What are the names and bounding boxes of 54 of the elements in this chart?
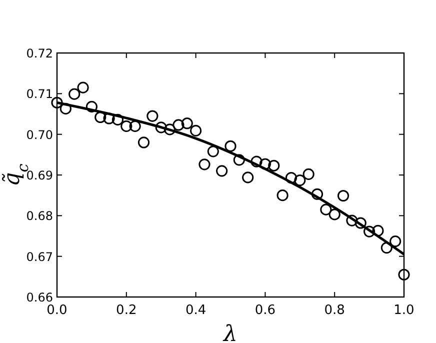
point [112,114,124,126]
point [207,146,219,158]
point [103,112,115,124]
point [77,82,89,94]
point [190,124,202,136]
x-tick-label: 0.4 [185,303,206,318]
point [120,120,132,132]
point [138,136,150,148]
point [60,102,72,114]
point [390,236,402,248]
x-axis-title: λ [222,322,238,343]
point [285,172,298,184]
point [216,165,228,177]
point [337,190,350,202]
y-tick-label: 0.67 [26,250,53,264]
point [94,111,106,124]
point [372,224,384,236]
point [129,120,141,132]
point [364,226,376,238]
point [181,118,193,130]
point [51,96,63,108]
x-tick-label: 0.6 [254,303,276,318]
y-tick-label: 0.68 [26,209,53,224]
point [320,204,332,216]
point [242,172,254,184]
y-tick-label: 0.72 [26,46,53,60]
point [302,168,314,180]
point [155,122,167,134]
point [198,158,210,170]
point [268,160,280,172]
point [172,119,184,131]
point [146,110,158,122]
x-tick-label: 0.0 [46,303,68,318]
x-tick-label: 0.8 [324,303,345,318]
point [354,217,366,229]
point [328,208,340,220]
point [250,156,262,168]
x-tick-label: 0.2 [116,303,137,318]
point [233,154,245,166]
point [294,174,306,186]
point [259,158,271,170]
x-tick-label: 1.0 [394,303,414,318]
y-tick-label: 0.71 [26,87,53,102]
point [164,124,176,136]
point [311,188,324,200]
point [86,100,98,112]
y-tick-label: 0.70 [26,128,53,142]
point [276,190,288,202]
y-tick-label: 0.66 [26,290,53,304]
point [346,214,358,226]
point [380,242,392,254]
point [224,140,236,152]
point [68,88,80,100]
point [398,268,410,280]
